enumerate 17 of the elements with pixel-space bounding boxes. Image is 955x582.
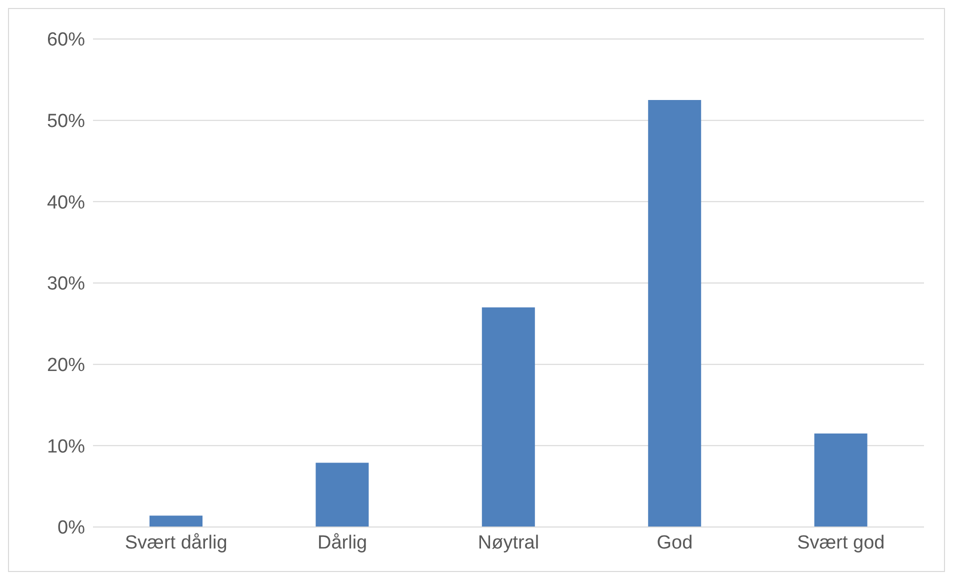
- y-tick-label: 30%: [46, 274, 86, 295]
- y-tick-label: 60%: [46, 30, 86, 51]
- bar: [316, 462, 369, 527]
- bar: [814, 433, 868, 527]
- x-tick-label: Svært god: [797, 532, 885, 554]
- x-tick-label: Nøytral: [478, 532, 540, 554]
- x-tick-label: Dårlig: [317, 532, 368, 554]
- y-tick-label: 50%: [46, 111, 86, 132]
- bar: [648, 100, 702, 527]
- bar: [482, 307, 535, 527]
- x-tick-label: God: [656, 532, 693, 554]
- y-tick-label: 10%: [46, 436, 86, 458]
- y-tick-label: 20%: [46, 355, 86, 376]
- x-tick-label: Svært dårlig: [124, 532, 228, 554]
- y-tick-label: 0%: [58, 518, 86, 539]
- y-tick-label: 40%: [46, 192, 86, 214]
- bar: [150, 516, 203, 527]
